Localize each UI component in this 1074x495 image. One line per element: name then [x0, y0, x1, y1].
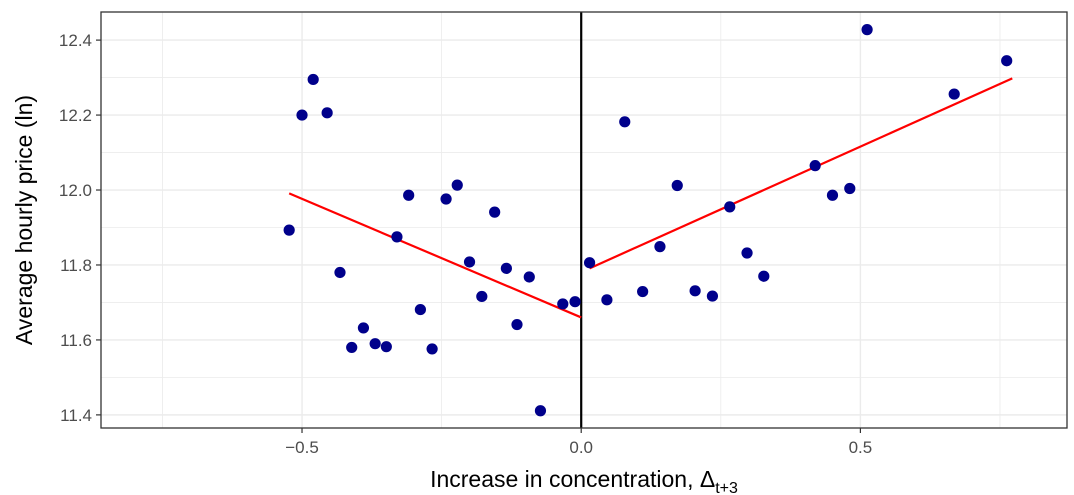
x-axis-title: Increase in concentration, Δt+3	[430, 466, 738, 495]
data-point	[619, 116, 631, 128]
data-points	[283, 24, 1013, 417]
x-tick-labels: −0.5 0.0 0.5	[285, 438, 872, 457]
data-point	[380, 341, 392, 353]
data-point	[296, 109, 308, 121]
left-fit-line	[288, 192, 582, 319]
data-point	[476, 290, 488, 303]
y-tick-label: 12.0	[59, 181, 92, 200]
y-tick-label: 11.6	[60, 331, 92, 350]
data-point	[741, 247, 753, 259]
data-point	[391, 231, 403, 243]
data-point	[654, 241, 666, 253]
data-point	[489, 206, 501, 218]
x-axis-title-main: Increase in concentration, Δ	[430, 466, 715, 492]
y-tick-labels: 11.4 11.6 11.8 12.0 12.2 12.4	[59, 31, 92, 425]
data-point	[861, 24, 873, 36]
data-point	[671, 179, 683, 192]
data-point	[451, 179, 463, 191]
x-tick-label: 0.0	[569, 438, 593, 457]
y-axis-title: Average hourly price (ln)	[11, 95, 37, 345]
data-point	[758, 270, 770, 282]
y-tick-label: 11.8	[60, 256, 92, 275]
data-point	[689, 285, 701, 297]
data-point	[414, 303, 426, 316]
x-tick-label: −0.5	[285, 438, 319, 457]
data-point	[706, 290, 719, 302]
data-point	[826, 189, 839, 201]
data-point	[440, 193, 452, 205]
x-tick-label: 0.5	[849, 438, 873, 457]
data-point	[948, 88, 960, 100]
data-point	[307, 73, 319, 86]
y-tick-label: 12.4	[59, 31, 92, 50]
data-point	[534, 405, 547, 417]
data-point	[844, 182, 856, 195]
grid-lines	[101, 12, 1067, 428]
data-point	[334, 266, 346, 279]
data-point	[511, 318, 523, 331]
data-point	[321, 107, 333, 119]
data-point	[583, 257, 596, 269]
axis-ticks	[96, 39, 861, 433]
data-point	[426, 343, 438, 355]
data-point	[557, 298, 569, 310]
data-point	[569, 296, 581, 308]
fit-lines	[288, 77, 1013, 319]
data-point	[369, 338, 381, 350]
plot-panel-border	[100, 11, 1068, 429]
data-point	[637, 285, 649, 298]
data-point	[283, 224, 295, 236]
data-point	[463, 256, 476, 268]
data-point	[809, 160, 821, 172]
data-point	[523, 271, 535, 283]
data-point	[403, 189, 415, 201]
data-point	[724, 201, 736, 213]
data-point	[357, 322, 370, 334]
data-point	[500, 262, 512, 274]
data-point	[1001, 55, 1013, 67]
data-point	[601, 294, 613, 306]
data-point	[346, 341, 358, 354]
right-fit-line	[589, 77, 1013, 270]
y-tick-label: 12.2	[59, 106, 92, 125]
y-tick-label: 11.4	[60, 406, 92, 425]
x-axis-title-subscript: t+3	[715, 480, 738, 495]
